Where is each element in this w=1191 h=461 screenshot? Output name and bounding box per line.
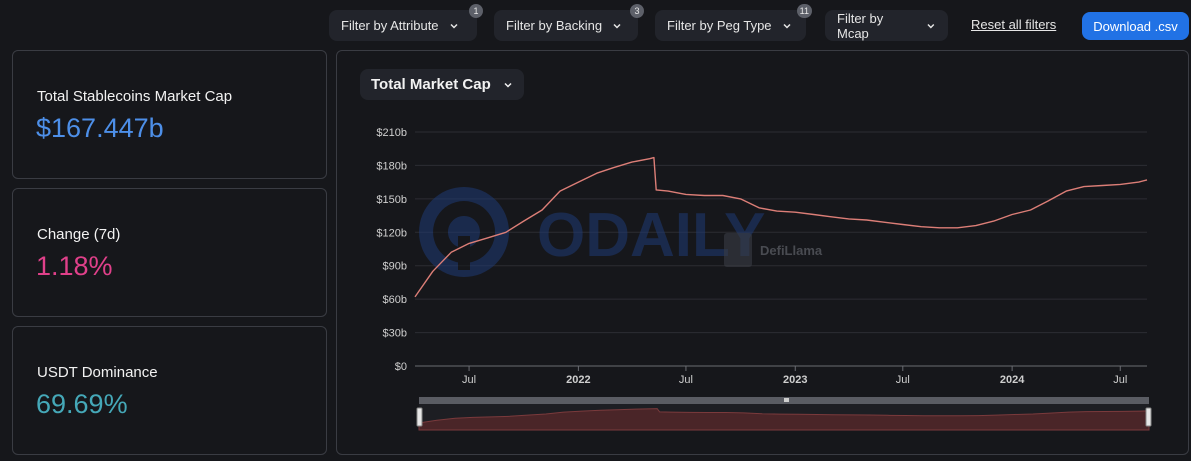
download-csv-button[interactable]: Download .csv	[1082, 12, 1189, 40]
x-tick-label: 2023	[783, 374, 807, 386]
y-tick-label: $150b	[376, 194, 407, 206]
y-tick-label: $0	[395, 361, 407, 373]
market-cap-chart: $0 $30b $60b $90b $120b $150b $180b $210b Jul 20…	[376, 127, 1152, 431]
filter-attribute-button[interactable]: Filter by Attribute 1	[329, 4, 483, 41]
filter-mcap-button[interactable]: Filter by Mcap	[825, 10, 948, 41]
chart-type-label: Total Market Cap	[371, 76, 491, 93]
y-axis-ticks: $0 $30b $60b $90b $120b $150b $180b $210b	[376, 127, 407, 373]
stat-value-change-7d: 1.18%	[36, 251, 113, 281]
filter-attribute-badge: 1	[469, 4, 483, 18]
y-tick-label: $120b	[376, 227, 407, 239]
filter-backing-button[interactable]: Filter by Backing 3	[494, 4, 644, 41]
stat-label-usdt-dominance: USDT Dominance	[37, 364, 158, 381]
filter-peg-type-label: Filter by Peg Type	[667, 18, 772, 33]
filter-peg-type-badge: 11	[796, 4, 812, 18]
y-tick-label: $90b	[383, 261, 407, 273]
filter-mcap-label: Filter by Mcap	[837, 10, 884, 41]
reset-filters-link[interactable]: Reset all filters	[971, 17, 1057, 32]
zoom-slider[interactable]	[416, 397, 1152, 431]
x-tick-label: Jul	[896, 374, 910, 386]
x-tick-label: Jul	[462, 374, 476, 386]
x-tick-label: 2022	[566, 374, 590, 386]
stat-label-market-cap: Total Stablecoins Market Cap	[37, 88, 233, 105]
chevron-down-icon	[504, 82, 512, 88]
x-tick-label: 2024	[1000, 374, 1025, 386]
chevron-down-icon	[613, 23, 621, 29]
chart-type-select[interactable]: Total Market Cap	[360, 69, 524, 100]
filter-peg-type-button[interactable]: Filter by Peg Type 11	[655, 4, 812, 41]
defillama-watermark: DefiLlama	[724, 233, 823, 267]
stat-card-market-cap: Total Stablecoins Market Cap $167.447b	[12, 50, 327, 179]
filter-attribute-label: Filter by Attribute	[341, 18, 439, 33]
stat-value-market-cap: $167.447b	[36, 113, 164, 143]
filter-bar: Filter by Attribute 1 Filter by Backing …	[0, 4, 1191, 42]
filter-backing-label: Filter by Backing	[506, 18, 603, 33]
odaily-watermark: ODAILY	[419, 187, 766, 277]
chart-panel: $0 $30b $60b $90b $120b $150b $180b $210b Jul 20…	[336, 50, 1189, 455]
y-tick-label: $30b	[383, 328, 407, 340]
stat-value-usdt-dominance: 69.69%	[36, 389, 128, 419]
stat-label-change-7d: Change (7d)	[37, 226, 121, 243]
series-line	[414, 156, 1148, 298]
y-tick-label: $180b	[376, 160, 407, 172]
zoom-handle-right[interactable]	[1145, 407, 1152, 427]
stat-card-usdt-dominance: USDT Dominance 69.69%	[12, 326, 327, 455]
zoom-slider-preview	[418, 408, 1150, 431]
defillama-watermark-text: DefiLlama	[760, 243, 823, 258]
y-tick-label: $210b	[376, 127, 407, 139]
zoom-slider-grip-icon[interactable]	[784, 398, 789, 402]
stat-card-change-7d: Change (7d) 1.18%	[12, 188, 327, 317]
chevron-down-icon	[450, 23, 458, 29]
zoom-handle-left[interactable]	[416, 407, 423, 427]
x-tick-label: Jul	[1113, 374, 1127, 386]
filter-backing-badge: 3	[630, 4, 644, 18]
chevron-down-icon	[927, 23, 935, 28]
chevron-down-icon	[783, 23, 791, 29]
y-tick-label: $60b	[383, 294, 407, 306]
grid-lines	[415, 131, 1147, 367]
series-lines	[414, 156, 1148, 298]
x-axis-ticks: Jul 2022 Jul 2023 Jul 2024 Jul	[462, 366, 1127, 386]
x-tick-label: Jul	[679, 374, 693, 386]
